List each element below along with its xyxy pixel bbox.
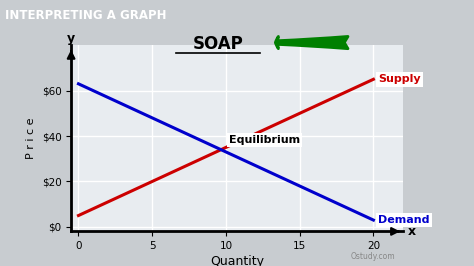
Text: Equilibrium: Equilibrium <box>229 135 300 145</box>
Text: y: y <box>67 32 75 45</box>
Y-axis label: P r i c e: P r i c e <box>26 118 36 159</box>
Text: x: x <box>407 225 415 238</box>
Text: Ostudy.com: Ostudy.com <box>351 252 395 261</box>
Text: Supply: Supply <box>378 74 420 84</box>
Text: INTERPRETING A GRAPH: INTERPRETING A GRAPH <box>5 10 166 22</box>
X-axis label: Quantity: Quantity <box>210 255 264 266</box>
Text: Demand: Demand <box>378 215 429 225</box>
Text: SOAP: SOAP <box>192 35 244 53</box>
